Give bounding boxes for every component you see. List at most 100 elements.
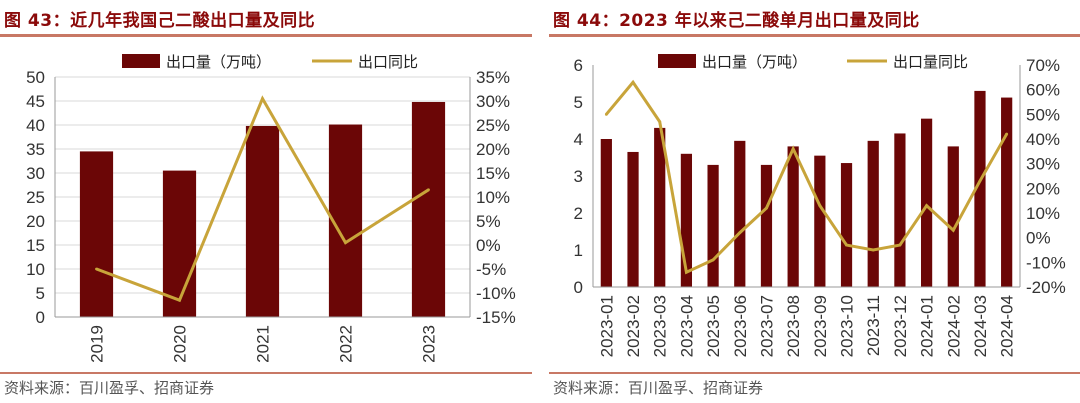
x-tick-label: 2023-07 — [757, 295, 776, 357]
y-tick-label-right: 5% — [476, 212, 501, 231]
y-tick-label-left: 5 — [574, 93, 583, 112]
yoy-point — [604, 112, 608, 116]
y-tick-label-right: 60% — [1026, 81, 1060, 100]
yoy-point — [427, 188, 430, 192]
yoy-point — [685, 270, 688, 274]
legend-line-label: 出口量同比 — [893, 53, 968, 71]
yoy-line — [605, 79, 1008, 275]
x-tick-label: 2023-04 — [677, 295, 696, 357]
bar — [974, 90, 986, 288]
x-tick-label: 2022 — [337, 325, 356, 363]
x-tick-label: 2023-12 — [891, 295, 910, 357]
bar — [707, 164, 719, 287]
x-tick-label: 2024-02 — [944, 295, 963, 357]
y-tick-label-right: 15% — [476, 164, 510, 183]
y-tick-label-left: 40 — [26, 116, 45, 135]
bar — [411, 101, 446, 318]
x-tick-label: 2021 — [254, 325, 273, 363]
y-tick-label-left: 1 — [574, 241, 583, 260]
y-tick-label-left: 25 — [26, 188, 45, 207]
yoy-point — [791, 147, 795, 151]
yoy-point — [658, 120, 662, 124]
y-tick-label-right: -15% — [476, 308, 516, 327]
y-tick-label-left: 4 — [574, 130, 583, 149]
legend-bar-label: 出口量（万吨） — [702, 53, 807, 71]
bar — [1001, 97, 1013, 287]
y-tick-label-right: 10% — [1026, 204, 1060, 223]
x-tick-label: 2024-01 — [918, 295, 937, 357]
bar — [162, 170, 197, 317]
yoy-point — [631, 80, 635, 84]
bar — [245, 125, 280, 318]
bar — [680, 153, 693, 287]
y-tick-label-left: 3 — [574, 167, 583, 186]
y-tick-label-right: 40% — [1026, 130, 1060, 149]
y-tick-label-left: 10 — [26, 260, 45, 279]
right-title-rule — [549, 34, 1080, 37]
y-tick-label-left: 6 — [574, 56, 583, 75]
left-title-rule — [0, 34, 532, 37]
bar — [654, 127, 666, 288]
y-tick-label-left: 2 — [574, 204, 583, 223]
yoy-point — [738, 231, 742, 235]
right-source-rule — [549, 372, 1080, 374]
yoy-point — [261, 97, 264, 100]
y-tick-label-right: 20% — [1026, 179, 1060, 198]
y-tick-label-left: 15 — [26, 236, 45, 255]
bar — [867, 140, 879, 287]
x-tick-label: 2023-10 — [838, 295, 857, 357]
x-tick-label: 2023-05 — [704, 295, 723, 357]
bar — [947, 146, 959, 287]
y-tick-label-left: 0 — [574, 278, 583, 297]
left-figure-panel: 图 43：近几年我国己二酸出口量及同比 0 5 10 15 20 25 30 35 40 45 50… — [0, 0, 532, 403]
right-figure-title: 图 44：2023 年以来己二酸单月出口量及同比 — [553, 11, 920, 31]
legend-bar-swatch — [658, 54, 696, 68]
bar — [734, 140, 746, 287]
y-tick-label-left: 5 — [36, 284, 45, 303]
x-tick-label: 2023-11 — [864, 295, 883, 356]
x-tick-label: 2019 — [88, 325, 107, 363]
y-tick-label-right: 30% — [476, 92, 510, 111]
left-figure-title: 图 43：近几年我国己二酸出口量及同比 — [4, 11, 316, 31]
yoy-point — [711, 258, 715, 262]
x-tick-label: 2024-03 — [971, 295, 990, 357]
y-tick-label-right: 0% — [1026, 229, 1051, 248]
y-tick-label-right: 70% — [1026, 56, 1060, 75]
bar — [787, 146, 799, 287]
x-tick-label: 2023-09 — [811, 295, 830, 357]
bar — [79, 151, 114, 317]
legend-bar-label: 出口量（万吨） — [166, 53, 271, 71]
yoy-point — [898, 243, 902, 247]
y-tick-label-left: 50 — [26, 68, 45, 87]
right-source-note: 资料来源：百川盈孚、招商证券 — [553, 379, 764, 397]
y-tick-label-right: 35% — [476, 68, 510, 87]
bar — [600, 139, 612, 287]
right-figure-panel: 图 44：2023 年以来己二酸单月出口量及同比 0 1 2 3 4 5 6 -20% -10%… — [549, 0, 1080, 403]
bar — [840, 163, 853, 287]
y-tick-label-right: 20% — [476, 140, 510, 159]
left-source-note: 资料来源：百川盈孚、招商证券 — [4, 379, 215, 397]
yoy-point — [818, 204, 822, 208]
yoy-point — [871, 248, 875, 252]
y-tick-label-right: -10% — [476, 284, 516, 303]
yoy-point — [344, 241, 347, 245]
y-tick-label-left: 35 — [26, 140, 45, 159]
bar — [920, 118, 933, 288]
y-tick-label-right: 30% — [1026, 155, 1060, 174]
y-tick-label-right: -20% — [1026, 278, 1066, 297]
yoy-point — [845, 243, 848, 247]
yoy-point — [765, 206, 768, 210]
x-tick-label: 2023-08 — [784, 295, 803, 357]
x-tick-label: 2023 — [420, 325, 439, 363]
bar — [627, 151, 639, 287]
y-tick-label-right: 10% — [476, 188, 510, 207]
left-chart: 0 5 10 15 20 25 30 35 40 45 50 -15% -10% -5% 0% 5% 10% 15… — [26, 53, 516, 363]
x-tick-label: 2023-03 — [651, 295, 670, 357]
yoy-point — [1005, 132, 1009, 136]
x-tick-label: 2020 — [171, 325, 190, 363]
yoy-point — [178, 298, 181, 302]
y-tick-label-left: 0 — [36, 308, 45, 327]
y-tick-label-right: -10% — [1026, 253, 1066, 272]
x-tick-label: 2023-01 — [597, 295, 616, 357]
yoy-point — [925, 204, 928, 208]
